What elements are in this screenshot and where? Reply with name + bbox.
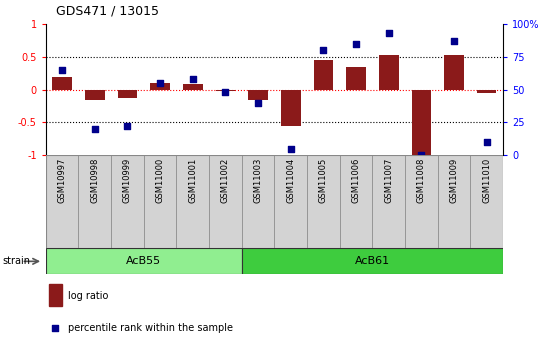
Text: GSM11002: GSM11002 [221, 158, 230, 203]
Bar [144, 155, 176, 248]
Text: GSM11010: GSM11010 [482, 158, 491, 203]
Bar [438, 155, 470, 248]
Text: GSM10997: GSM10997 [58, 158, 67, 204]
Bar [372, 155, 405, 248]
Bar [412, 90, 431, 155]
Point [384, 31, 393, 36]
Bar [79, 155, 111, 248]
Bar [111, 155, 144, 248]
Point [352, 41, 360, 47]
Bar [274, 155, 307, 248]
Bar [209, 155, 242, 248]
Bar [477, 90, 497, 93]
Text: GSM11008: GSM11008 [417, 158, 426, 204]
Text: GSM11007: GSM11007 [384, 158, 393, 204]
Bar [150, 83, 170, 90]
Text: GSM11006: GSM11006 [351, 158, 360, 204]
Bar [49, 284, 62, 306]
Point [483, 139, 491, 145]
Point [123, 124, 132, 129]
Point [155, 80, 164, 86]
Text: GDS471 / 13015: GDS471 / 13015 [56, 4, 159, 17]
Text: GSM11001: GSM11001 [188, 158, 197, 203]
Text: AcB55: AcB55 [126, 256, 161, 266]
Bar [405, 155, 438, 248]
Text: GSM11009: GSM11009 [450, 158, 458, 203]
Bar [46, 248, 242, 274]
Bar [281, 90, 301, 126]
Bar [118, 90, 137, 98]
Bar [314, 60, 333, 90]
Point [90, 126, 99, 132]
Bar [176, 155, 209, 248]
Text: log ratio: log ratio [68, 290, 109, 300]
Text: AcB61: AcB61 [355, 256, 390, 266]
Bar [248, 90, 268, 99]
Text: percentile rank within the sample: percentile rank within the sample [68, 323, 233, 333]
Point [51, 325, 60, 330]
Point [286, 146, 295, 151]
Text: GSM11000: GSM11000 [155, 158, 165, 203]
Bar [339, 155, 372, 248]
Text: strain: strain [3, 256, 31, 266]
Bar [346, 67, 366, 90]
Bar [183, 85, 202, 90]
Text: GSM10999: GSM10999 [123, 158, 132, 203]
Text: GSM11004: GSM11004 [286, 158, 295, 203]
Bar [307, 155, 339, 248]
Bar [46, 155, 79, 248]
Text: GSM11003: GSM11003 [253, 158, 263, 204]
Text: GSM10998: GSM10998 [90, 158, 99, 204]
Point [58, 67, 66, 73]
Bar [216, 90, 235, 91]
Bar [85, 90, 104, 99]
Bar [242, 248, 503, 274]
Point [254, 100, 263, 106]
Bar [379, 55, 399, 90]
Point [417, 152, 426, 158]
Point [319, 48, 328, 53]
Point [450, 38, 458, 44]
Bar [444, 55, 464, 90]
Point [221, 90, 230, 95]
Bar [242, 155, 274, 248]
Bar [470, 155, 503, 248]
Point [188, 77, 197, 82]
Bar [52, 77, 72, 90]
Text: GSM11005: GSM11005 [319, 158, 328, 203]
